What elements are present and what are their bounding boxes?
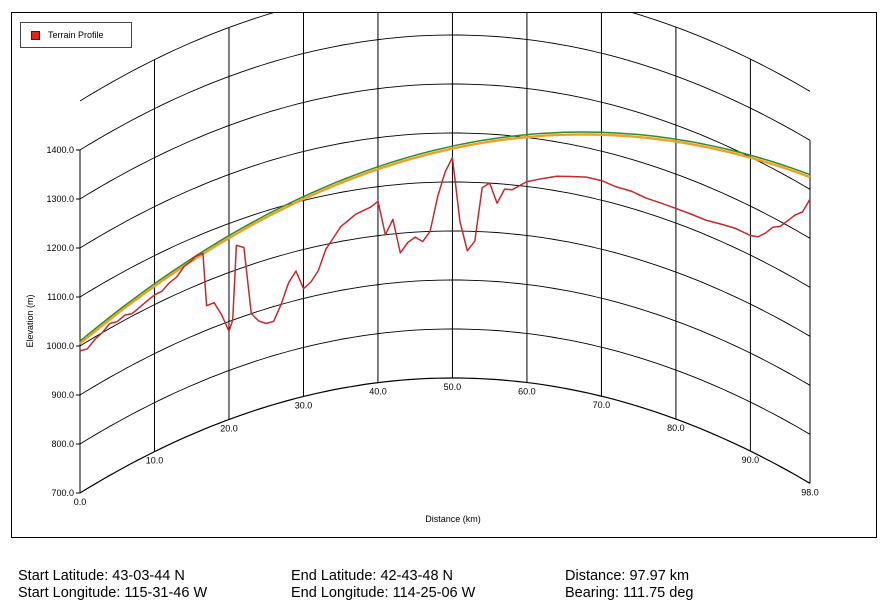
gridline-horizontal <box>79 230 811 347</box>
gridline-horizontal <box>79 132 811 249</box>
start-latitude: Start Latitude: 43-03-44 N <box>18 568 185 584</box>
legend: Terrain Profile <box>20 22 132 48</box>
info-end: End Latitude: 42-43-48 N End Longitude: … <box>291 568 475 602</box>
gridline-horizontal <box>79 328 811 445</box>
x-tick-label: 90.0 <box>742 455 760 465</box>
info-summary: Distance: 97.97 km Bearing: 111.75 deg <box>565 568 693 602</box>
bearing: Bearing: 111.75 deg <box>565 585 694 601</box>
x-tick-label: 70.0 <box>593 400 611 410</box>
gridline-horizontal <box>79 34 811 151</box>
label-layer: 700.0 800.0 900.0 1000.0 1100.0 1200.0 1300.0 1… <box>25 145 819 524</box>
y-tick-label: 1400.0 <box>46 145 74 155</box>
gridline-horizontal <box>79 181 811 298</box>
series-layer <box>79 131 811 352</box>
y-tick-label: 800.0 <box>51 439 74 449</box>
y-tick-label: 900.0 <box>51 390 74 400</box>
gridline-horizontal <box>79 83 811 200</box>
x-tick-label: 20.0 <box>220 423 238 433</box>
x-axis-title: Distance (km) <box>425 514 481 524</box>
series-terrain-profile <box>79 156 811 352</box>
x-tick-label: 10.0 <box>146 456 164 466</box>
series-earth-curve-line <box>79 133 811 345</box>
x-tick-label: 50.0 <box>444 382 462 392</box>
x-tick-label: 60.0 <box>518 387 536 397</box>
end-latitude: End Latitude: 42-43-48 N <box>291 568 454 584</box>
grid-layer <box>79 13 811 494</box>
y-tick-label: 1100.0 <box>47 292 74 302</box>
y-axis-title: Elevation (m) <box>25 294 35 347</box>
x-tick-label: 30.0 <box>295 400 313 410</box>
x-tick-label: 0.0 <box>74 497 87 507</box>
gridline-horizontal <box>79 377 811 494</box>
chart-svg: 700.0 800.0 900.0 1000.0 1100.0 1200.0 1300.0 1… <box>25 13 819 524</box>
distance: Distance: 97.97 km <box>565 568 690 584</box>
chart-frame: 700.0 800.0 900.0 1000.0 1100.0 1200.0 1300.0 1… <box>11 12 877 538</box>
y-tick-label: 1200.0 <box>46 243 74 253</box>
y-tick-label: 700.0 <box>51 488 74 498</box>
x-tick-label: 98.0 <box>801 487 819 497</box>
end-longitude: End Longitude: 114-25-06 W <box>291 585 476 601</box>
axis-layer <box>76 149 80 494</box>
gridline-horizontal <box>79 279 811 396</box>
series-line-of-sight <box>79 131 811 342</box>
x-tick-label: 40.0 <box>369 387 387 397</box>
gridline-horizontal <box>79 13 811 102</box>
y-tick-label: 1000.0 <box>46 341 74 351</box>
x-tick-label: 80.0 <box>667 423 685 433</box>
legend-swatch-terrain-profile <box>31 31 40 40</box>
start-longitude: Start Longitude: 115-31-46 W <box>18 585 208 601</box>
legend-label-terrain-profile: Terrain Profile <box>48 30 104 40</box>
y-tick-label: 1300.0 <box>46 194 74 204</box>
info-start: Start Latitude: 43-03-44 N Start Longitu… <box>18 568 207 602</box>
